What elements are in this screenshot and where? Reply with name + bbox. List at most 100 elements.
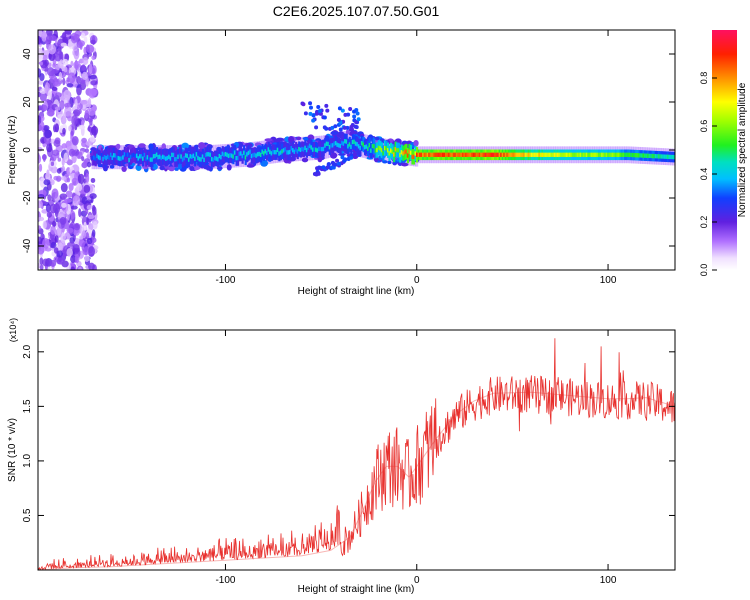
ridge-core [455,152,458,157]
noise-cell [84,148,89,153]
ridge-core [290,146,293,151]
ridge-core [591,152,595,157]
noise-cell [59,216,67,225]
ridge-core [420,152,423,157]
x-tick-label: 100 [600,575,617,586]
branch-scatter [349,125,354,130]
ridge-core [143,152,146,158]
ridge-core [460,152,463,157]
noise-cell [81,230,87,239]
ridge-core [161,154,165,159]
ridge-scatter [103,166,108,172]
ridge-core [111,155,114,160]
noise-cell [48,52,56,62]
noise-cell [85,232,90,240]
ridge-core [168,154,171,160]
ridge-scatter [115,143,121,150]
ridge-core [636,153,639,158]
ridge-core [399,152,402,158]
x-tick-label: -100 [215,575,235,586]
ridge-core [645,153,648,158]
noise-cell [38,80,44,85]
noise-cell [81,64,86,72]
ridge-core [272,149,275,155]
ridge-core [662,154,665,159]
snr-y-label: SNR (10 * v/v) [7,418,18,482]
ridge-core [663,154,667,159]
ridge-scatter [330,131,339,136]
ridge-core [411,154,414,160]
noise-cell [38,142,41,148]
ridge-core [628,152,631,158]
branch-scatter [338,127,343,132]
branch-scatter [356,117,361,122]
ridge-core [365,144,368,149]
ridge-core [397,148,400,153]
noise-cell [63,198,72,203]
noise-cell [78,208,82,218]
ridge-core [382,151,385,156]
noise-cell [86,44,95,54]
noise-cell [84,109,89,119]
noise-cell [88,108,96,116]
noise-cell [72,244,80,253]
noise-cell [48,44,57,55]
branch-scatter [353,153,358,158]
ridge-core [639,153,642,158]
ridge-core [532,152,535,157]
ridge-core [428,152,431,157]
ridge-core [331,143,335,148]
ridge-core [558,152,561,157]
ridge-core [348,142,351,147]
ridge-core [243,150,246,155]
ridge-core [220,155,223,160]
noise-cell [43,179,51,186]
noise-cell [50,241,57,249]
ridge-core [400,150,403,155]
ridge-core [91,155,94,161]
colorbar-tick-label: 0.2 [699,216,709,229]
ridge-core [481,152,484,157]
noise-cell [90,80,98,86]
ridge-scatter [109,164,115,169]
noise-cell [90,39,96,45]
ridge-core [377,145,380,150]
noise-cell [62,111,67,123]
noise-cell [66,83,74,88]
ridge-core [313,147,316,152]
x-tick-label: 0 [414,275,420,286]
branch-scatter [330,165,335,170]
ridge-core [235,155,238,161]
ridge-core [653,153,656,159]
ridge-core [489,152,492,157]
ridge-core [157,154,160,160]
noise-cell [64,105,72,117]
ridge-core [373,144,376,149]
ridge-core [353,139,356,144]
ridge-scatter [317,156,323,163]
ridge-core [244,155,247,160]
ridge-core [432,152,436,157]
ridge-core [304,145,307,151]
ridge-core [569,152,572,157]
branch-scatter [346,112,351,117]
branch-scatter [340,155,345,160]
branch-scatter [311,113,316,118]
ridge-core [233,150,237,155]
ridge-core [622,152,625,157]
ridge-core [236,155,240,161]
noise-cell [71,177,79,186]
noise-cell [52,220,57,227]
ridge-core [287,150,290,155]
noise-cell [58,242,63,251]
ridge-core [425,152,428,157]
ridge-core [227,153,230,159]
ridge-core [177,154,180,159]
ridge-core [154,153,157,159]
noise-cell [54,235,59,243]
noise-cell [38,163,43,172]
ridge-scatter [107,145,116,149]
noise-cell [89,88,98,96]
noise-cell [61,202,67,208]
ridge-core [529,152,532,157]
